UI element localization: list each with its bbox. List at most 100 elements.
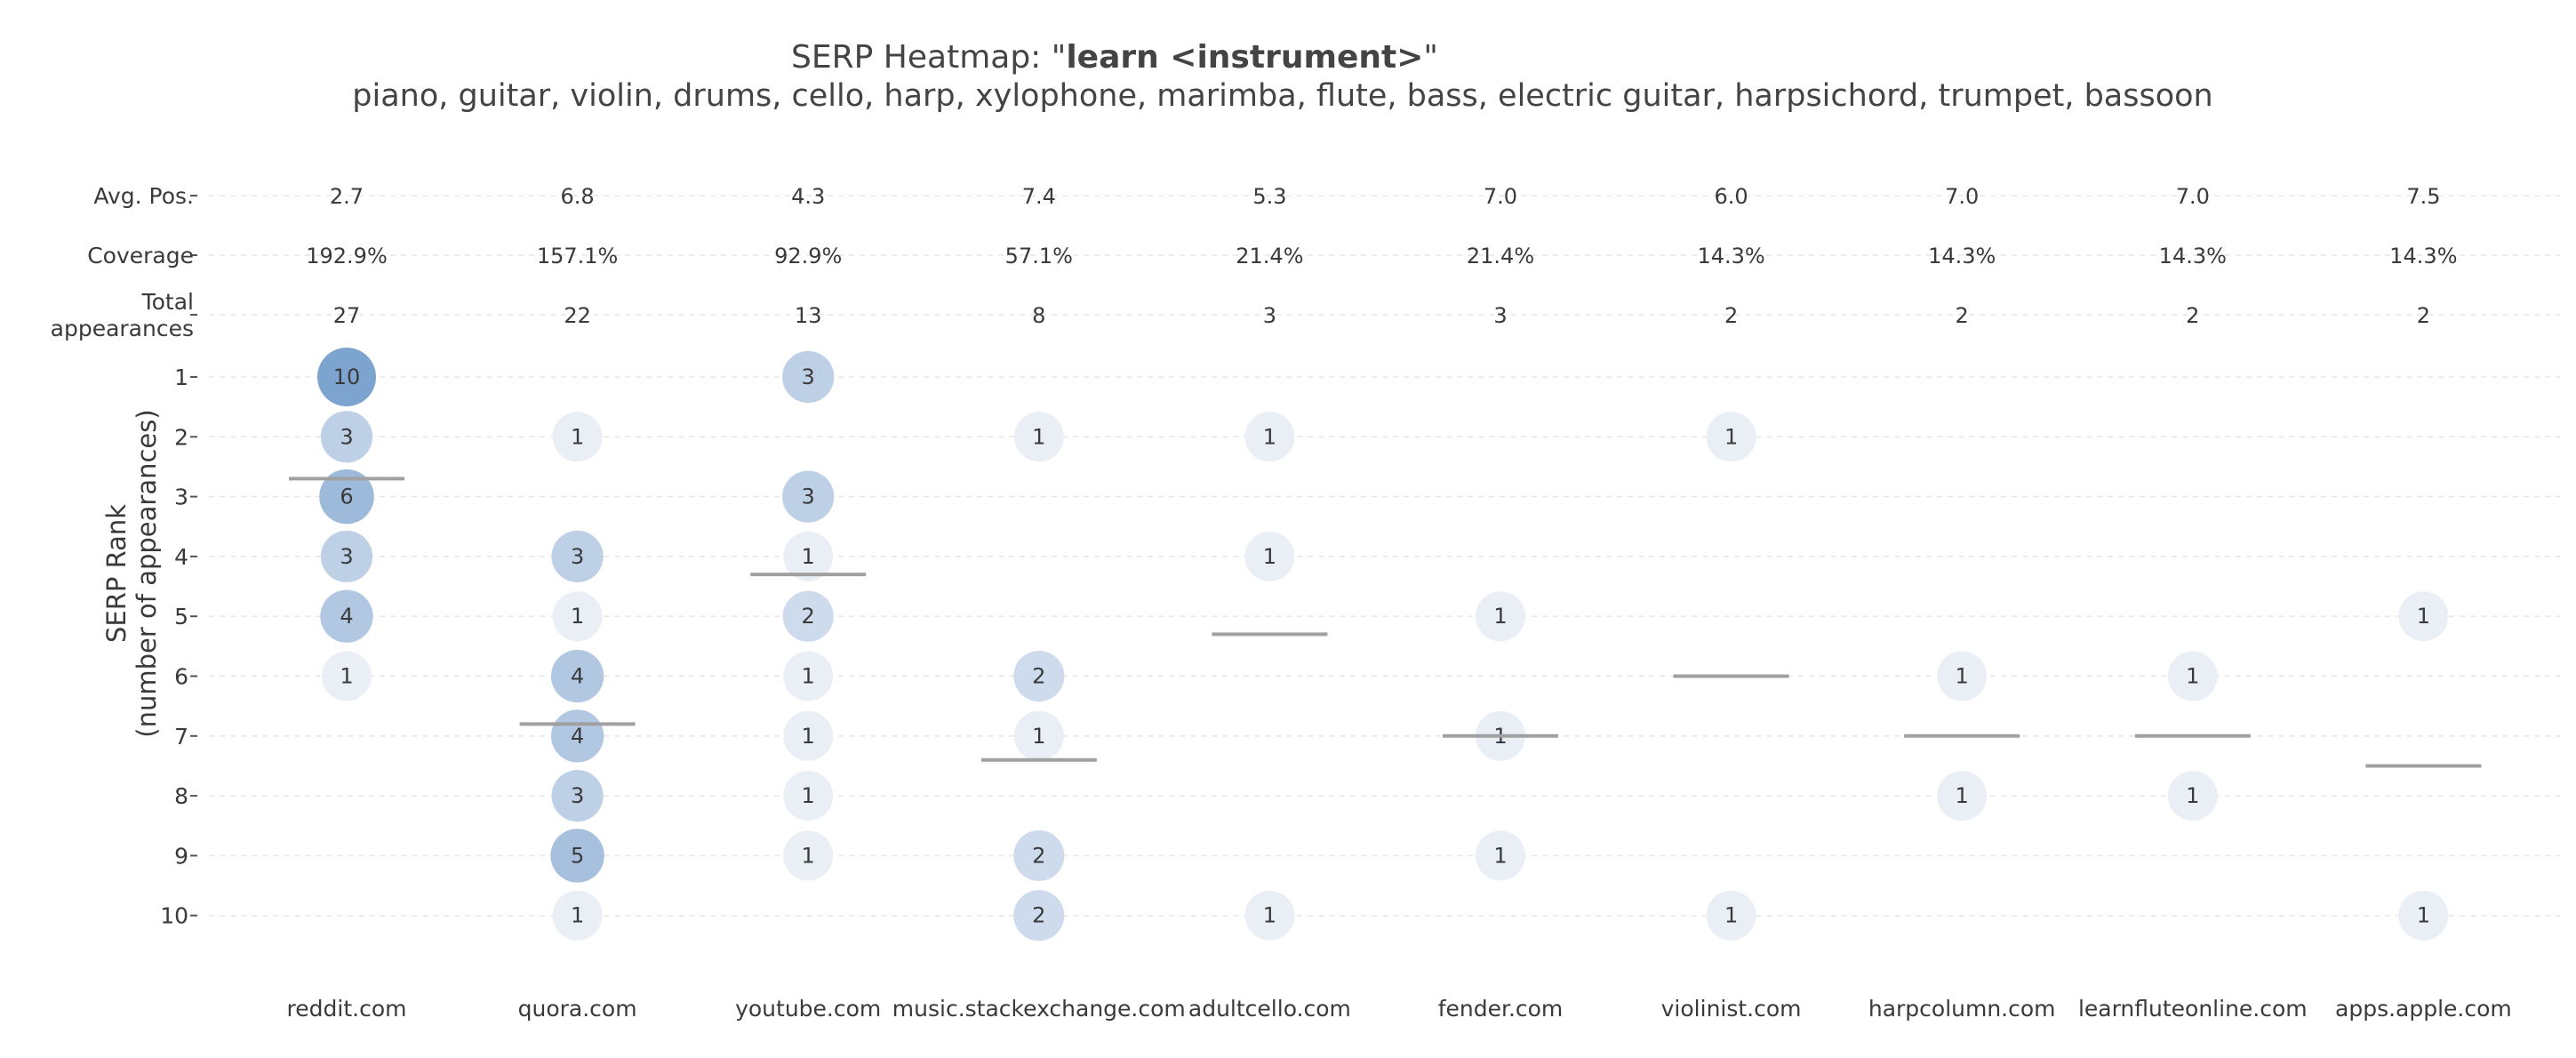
bubble [783,531,834,581]
summary-cell: 2 [2186,303,2199,328]
bubble [320,411,373,463]
average-position-markers [289,477,2482,768]
x-tick-label: adultcello.com [1188,996,1351,1022]
bubble-count-label: 3 [802,365,815,389]
x-tick-label: harpcolumn.com [1868,996,2056,1022]
bubble [1244,412,1295,462]
chart-title: SERP Heatmap: "learn <instrument>" piano… [352,39,2213,114]
bubble-count-label: 3 [340,424,353,449]
bubble [551,530,604,583]
bubble [1706,412,1756,462]
summary-cell: 14.3% [2159,244,2227,269]
summary-cell: 7.0 [1945,184,1979,209]
summary-cell: 157.1% [537,244,619,269]
chart-title-text: SERP Heatmap: "learn <instrument>" [791,39,1438,76]
bubble [552,890,603,941]
bubble [1013,650,1065,702]
bubble [550,829,604,883]
bubble-count-label: 3 [802,485,815,509]
summary-cell: 7.5 [2406,184,2440,209]
bubble [2398,890,2449,941]
bubble [1244,890,1295,941]
bubble [1937,651,1988,701]
bubble [319,469,374,525]
summary-cell: 5.3 [1252,184,1286,209]
bubble [1706,890,1756,941]
y-tick-label: 5 [174,604,188,629]
bubble [320,589,373,643]
bubble [2167,771,2218,822]
bubble-count-label: 10 [333,365,361,389]
bubble [1476,830,1525,881]
summary-cell: 4.3 [791,184,825,209]
bubble-count-label: 1 [571,604,584,629]
bubble [1937,771,1988,822]
y-tick-label: 6 [174,664,188,690]
bubble-count-label: 1 [1263,903,1276,928]
summary-cell: 192.9% [306,244,388,269]
summary-cell: 7.4 [1022,184,1056,209]
summary-cell: 14.3% [1697,244,1764,269]
bubble-count-label: 1 [2186,783,2199,808]
bubble-count-label: 1 [1032,424,1045,449]
bubble [783,710,834,761]
grid-lines [209,195,2560,917]
y-tick-label: 3 [174,485,188,510]
bubble [782,470,835,523]
summary-row-label: Avg. Pos. [93,183,194,209]
chart-subtitle: piano, guitar, violin, drums, cello, har… [352,78,2213,114]
bubble [782,350,835,404]
bubble [783,830,834,881]
bubble-count-label: 1 [2417,604,2430,629]
y-tick-label: 9 [174,843,188,869]
bubble-count-label: 1 [1493,843,1507,868]
summary-cell: 21.4% [1236,244,1303,269]
bubble-count-label: 1 [1032,724,1045,749]
y-tick-label: 8 [174,783,188,809]
chart-title-query: learn <instrument> [1066,39,1423,76]
x-tick-label: reddit.com [287,996,407,1022]
summary-cell: 2 [1724,303,1738,328]
y-tick-label: 4 [174,544,188,570]
bubble-count-label: 1 [1263,544,1276,569]
summary-cell: 22 [564,303,591,328]
bubble [2398,591,2449,642]
bubble [552,591,603,642]
bubble-count-label: 1 [802,724,815,749]
summary-row-label: Total appearances [51,289,194,341]
summary-row-label: Coverage [87,243,194,269]
bubble [1013,890,1065,942]
summary-rows: 2.7 6.8 4.3 7.4 5.3 7.0 6.0 7.0 7.0 7.5 192.9% 157.… [306,184,2457,328]
bubble [2167,651,2218,701]
y-tick-label: 1 [174,365,188,390]
bubble-count-label: 1 [340,664,353,689]
bubble-count-label: 1 [1956,783,1969,808]
bubble-count-label: 2 [1032,664,1045,689]
bubble-count-label: 6 [340,485,353,509]
summary-cell: 8 [1032,303,1045,328]
x-tick-label: violinist.com [1661,996,1802,1022]
summary-cell: 2.7 [330,184,364,209]
summary-cell: 21.4% [1467,244,1534,269]
bubble [552,412,603,462]
chart-title-suffix: " [1423,39,1438,76]
summary-cell: 3 [1493,303,1507,328]
bubble [1013,710,1064,761]
summary-row-label-line: Total [141,289,194,315]
summary-cell: 92.9% [774,244,842,269]
summary-cell: 57.1% [1005,244,1073,269]
bubble-count-label: 1 [571,424,584,449]
bubble-count-label: 1 [802,783,815,808]
bubble-count-label: 1 [2417,903,2430,928]
x-tick-label: apps.apple.com [2335,996,2512,1022]
summary-cell: 14.3% [2389,244,2457,269]
bubble [320,530,373,583]
summary-cell: 13 [795,303,822,328]
bubble-count-label: 1 [802,544,815,569]
bubble-count-label: 2 [802,604,815,629]
bubble-count-label: 2 [1032,903,1045,928]
bubble-count-label: 5 [571,843,584,868]
bubble [1013,830,1065,881]
bubble-count-label: 1 [571,903,584,928]
bubble [782,590,834,642]
